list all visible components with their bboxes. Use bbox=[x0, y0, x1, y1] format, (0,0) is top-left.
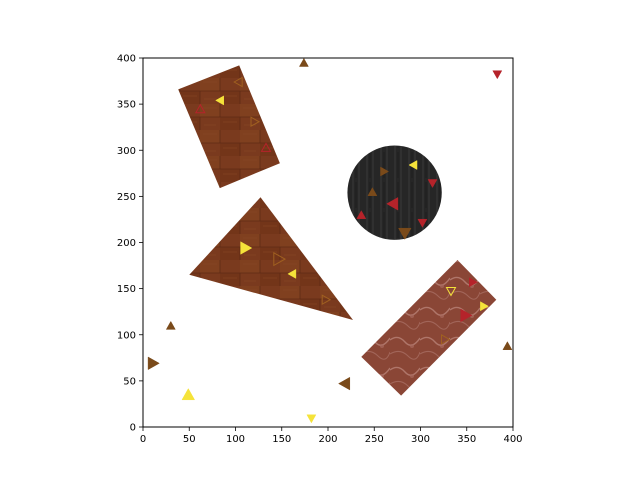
shape-wood-polygon-0 bbox=[178, 65, 280, 189]
data-point-marker bbox=[427, 179, 438, 189]
data-point-marker bbox=[194, 103, 206, 114]
x-axis: 0 50 100 150 200 250 300 350 400 bbox=[140, 427, 523, 445]
x-tick-label: 400 bbox=[503, 434, 522, 445]
data-point-marker bbox=[445, 287, 457, 297]
y-tick-label: 0 bbox=[130, 423, 136, 434]
data-point-marker bbox=[181, 388, 196, 401]
data-point-marker bbox=[215, 95, 224, 106]
y-tick-label: 100 bbox=[117, 330, 136, 341]
x-tick-label: 150 bbox=[272, 434, 291, 445]
data-point-marker bbox=[408, 160, 418, 170]
data-point-marker bbox=[380, 166, 390, 177]
data-point-marker bbox=[321, 294, 332, 306]
shape-wood-polygon-1 bbox=[189, 197, 353, 320]
y-tick-label: 50 bbox=[123, 376, 136, 387]
y-tick-label: 250 bbox=[117, 192, 136, 203]
data-point-marker bbox=[502, 341, 513, 350]
data-point-marker bbox=[492, 70, 503, 80]
data-point-marker bbox=[233, 76, 243, 88]
x-tick-label: 250 bbox=[365, 434, 384, 445]
shape-stone-circle bbox=[347, 145, 442, 240]
x-tick-label: 350 bbox=[457, 434, 476, 445]
data-point-marker bbox=[338, 376, 351, 391]
data-point-marker bbox=[165, 320, 176, 330]
data-point-marker bbox=[441, 334, 451, 345]
data-point-marker bbox=[386, 197, 399, 211]
x-tick-label: 50 bbox=[183, 434, 196, 445]
data-point-marker bbox=[250, 116, 261, 128]
data-point-marker bbox=[287, 268, 297, 279]
data-point-marker bbox=[460, 308, 473, 323]
markers-layer bbox=[147, 57, 513, 424]
shapes-layer bbox=[178, 65, 497, 396]
data-point-marker bbox=[298, 57, 309, 67]
y-axis: 0 50 100 150 200 250 300 350 400 bbox=[117, 54, 143, 434]
data-point-marker bbox=[306, 414, 317, 424]
y-tick-label: 150 bbox=[117, 284, 136, 295]
shape-marble-polygon-3 bbox=[361, 260, 497, 396]
x-tick-label: 0 bbox=[140, 434, 146, 445]
data-point-marker bbox=[260, 142, 272, 152]
data-point-marker bbox=[417, 218, 428, 228]
y-tick-label: 350 bbox=[117, 100, 136, 111]
data-point-marker bbox=[469, 277, 478, 288]
x-tick-label: 300 bbox=[411, 434, 430, 445]
x-tick-label: 200 bbox=[318, 434, 337, 445]
data-point-marker bbox=[367, 187, 378, 196]
data-point-marker bbox=[147, 356, 160, 371]
data-point-marker bbox=[356, 210, 367, 219]
y-tick-label: 400 bbox=[117, 54, 136, 65]
y-tick-label: 200 bbox=[117, 238, 136, 249]
y-tick-label: 300 bbox=[117, 146, 136, 157]
data-point-marker bbox=[240, 241, 253, 255]
x-tick-label: 100 bbox=[226, 434, 245, 445]
data-point-marker bbox=[398, 227, 412, 240]
data-point-marker bbox=[480, 301, 489, 312]
data-point-marker bbox=[273, 251, 287, 267]
